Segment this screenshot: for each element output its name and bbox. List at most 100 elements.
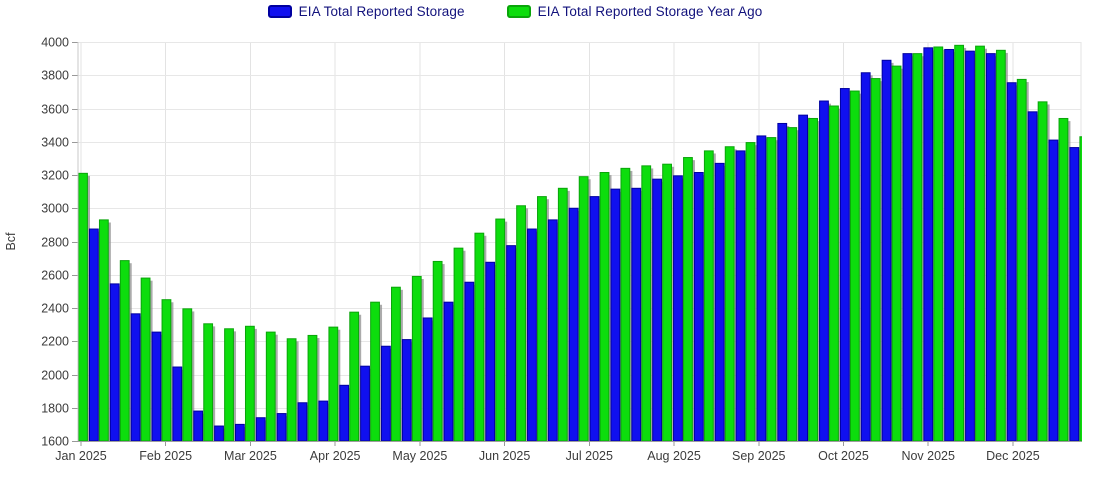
- bar-year-ago-storage-37[interactable]: [829, 105, 839, 442]
- bar-current-storage-34[interactable]: [756, 135, 767, 442]
- bar-year-ago-storage-14[interactable]: [349, 311, 360, 442]
- bar-current-storage-8[interactable]: [214, 425, 224, 442]
- bar-year-ago-storage-7[interactable]: [203, 323, 214, 442]
- bar-current-storage-6[interactable]: [172, 366, 183, 442]
- bar-current-storage-10[interactable]: [255, 417, 266, 442]
- bar-current-storage-43[interactable]: [944, 48, 955, 442]
- bar-year-ago-storage-15[interactable]: [370, 301, 380, 442]
- bar-current-storage-2[interactable]: [88, 228, 99, 442]
- bar-year-ago-storage-45[interactable]: [995, 49, 1006, 442]
- bar-year-ago-storage-47[interactable]: [1037, 101, 1048, 442]
- bar-year-ago-storage-49[interactable]: [1079, 136, 1089, 442]
- bar-year-ago-storage-3[interactable]: [119, 260, 130, 442]
- bar-year-ago-storage-13[interactable]: [328, 326, 339, 442]
- bar-year-ago-storage-11[interactable]: [286, 338, 297, 442]
- bar-current-storage-5[interactable]: [151, 331, 162, 442]
- bar-year-ago-storage-24[interactable]: [557, 187, 568, 442]
- bar-current-storage-4[interactable]: [130, 313, 141, 442]
- bar-current-storage-15[interactable]: [360, 365, 370, 442]
- bar-year-ago-storage-12[interactable]: [307, 334, 318, 442]
- bar-current-storage-19[interactable]: [443, 301, 454, 442]
- bar-current-storage-14[interactable]: [339, 384, 350, 442]
- bar-year-ago-storage-32[interactable]: [724, 146, 735, 442]
- bar-current-storage-9[interactable]: [234, 423, 245, 442]
- bar-year-ago-storage-9[interactable]: [244, 325, 255, 442]
- bar-current-storage-24[interactable]: [547, 219, 558, 442]
- bar-current-storage-29[interactable]: [652, 178, 662, 442]
- bar-year-ago-storage-38[interactable]: [849, 90, 860, 442]
- bar-current-storage-38[interactable]: [839, 88, 850, 442]
- bar-year-ago-storage-27[interactable]: [620, 167, 631, 442]
- bar-year-ago-storage-4[interactable]: [140, 277, 151, 442]
- bar-year-ago-storage-26[interactable]: [599, 172, 610, 442]
- bar-year-ago-storage-39[interactable]: [870, 78, 881, 442]
- bar-current-storage-31[interactable]: [693, 172, 704, 442]
- bar-current-storage-16[interactable]: [381, 345, 391, 442]
- bar-current-storage-46[interactable]: [1006, 82, 1017, 442]
- bar-year-ago-storage-5[interactable]: [161, 299, 172, 442]
- bar-year-ago-storage-22[interactable]: [516, 205, 526, 442]
- bar-year-ago-storage-29[interactable]: [662, 163, 672, 442]
- legend-item-year-ago-storage[interactable]: EIA Total Reported Storage Year Ago: [506, 4, 763, 19]
- bar-year-ago-storage-30[interactable]: [683, 157, 693, 442]
- bar-current-storage-49[interactable]: [1069, 147, 1080, 442]
- bar-year-ago-storage-6[interactable]: [182, 308, 193, 442]
- bar-current-storage-30[interactable]: [673, 175, 683, 442]
- bar-current-storage-37[interactable]: [819, 100, 829, 442]
- bar-current-storage-28[interactable]: [631, 187, 642, 442]
- bar-current-storage-32[interactable]: [714, 162, 725, 442]
- bar-year-ago-storage-28[interactable]: [641, 165, 652, 442]
- bar-current-storage-13[interactable]: [318, 400, 329, 442]
- bar-current-storage-17[interactable]: [401, 339, 412, 442]
- legend-label-year-ago-storage: EIA Total Reported Storage Year Ago: [537, 4, 763, 19]
- bar-current-storage-36[interactable]: [798, 114, 809, 442]
- bar-year-ago-storage-17[interactable]: [411, 275, 422, 442]
- bar-current-storage-18[interactable]: [422, 317, 433, 442]
- bar-current-storage-45[interactable]: [985, 53, 996, 442]
- bar-year-ago-storage-40[interactable]: [891, 65, 902, 442]
- bar-year-ago-storage-33[interactable]: [745, 142, 756, 442]
- bar-year-ago-storage-35[interactable]: [787, 127, 798, 442]
- bar-year-ago-storage-23[interactable]: [537, 196, 547, 442]
- bar-current-storage-23[interactable]: [527, 228, 537, 442]
- bar-year-ago-storage-42[interactable]: [933, 46, 944, 442]
- bar-current-storage-35[interactable]: [777, 122, 788, 442]
- bar-year-ago-storage-36[interactable]: [808, 117, 819, 442]
- bar-current-storage-40[interactable]: [881, 59, 892, 442]
- bar-year-ago-storage-1[interactable]: [78, 172, 88, 442]
- bar-year-ago-storage-43[interactable]: [954, 44, 965, 442]
- bar-current-storage-11[interactable]: [276, 413, 287, 442]
- bar-current-storage-21[interactable]: [485, 261, 496, 442]
- bar-year-ago-storage-8[interactable]: [224, 328, 234, 442]
- bar-year-ago-storage-16[interactable]: [391, 286, 401, 442]
- bar-current-storage-20[interactable]: [464, 281, 475, 442]
- bar-year-ago-storage-20[interactable]: [474, 232, 485, 442]
- bar-year-ago-storage-48[interactable]: [1058, 117, 1069, 442]
- bar-current-storage-22[interactable]: [506, 245, 516, 442]
- bar-current-storage-39[interactable]: [860, 72, 871, 442]
- bar-current-storage-26[interactable]: [589, 196, 600, 442]
- bar-year-ago-storage-34[interactable]: [766, 137, 777, 442]
- bar-year-ago-storage-21[interactable]: [495, 218, 506, 442]
- bar-current-storage-25[interactable]: [568, 207, 579, 442]
- bar-year-ago-storage-44[interactable]: [975, 45, 985, 442]
- bar-year-ago-storage-10[interactable]: [265, 331, 276, 442]
- bar-current-storage-7[interactable]: [193, 410, 204, 442]
- bar-current-storage-12[interactable]: [297, 402, 308, 442]
- bar-current-storage-42[interactable]: [923, 47, 934, 442]
- bar-current-storage-41[interactable]: [902, 53, 913, 442]
- legend-item-current-storage[interactable]: EIA Total Reported Storage: [267, 4, 465, 19]
- bar-current-storage-33[interactable]: [735, 150, 746, 442]
- bar-current-storage-3[interactable]: [109, 283, 120, 442]
- bar-year-ago-storage-31[interactable]: [703, 150, 714, 442]
- bar-year-ago-storage-2[interactable]: [98, 219, 109, 442]
- bar-year-ago-storage-25[interactable]: [578, 176, 589, 442]
- bar-year-ago-storage-41[interactable]: [912, 53, 923, 442]
- bar-current-storage-47[interactable]: [1027, 111, 1038, 442]
- bar-current-storage-44[interactable]: [965, 50, 975, 442]
- bar-year-ago-storage-18[interactable]: [432, 260, 443, 442]
- bar-current-storage-27[interactable]: [610, 188, 621, 442]
- bar-current-storage-48[interactable]: [1048, 139, 1059, 442]
- bar-year-ago-storage-19[interactable]: [453, 247, 464, 442]
- bar-year-ago-storage-46[interactable]: [1016, 78, 1027, 442]
